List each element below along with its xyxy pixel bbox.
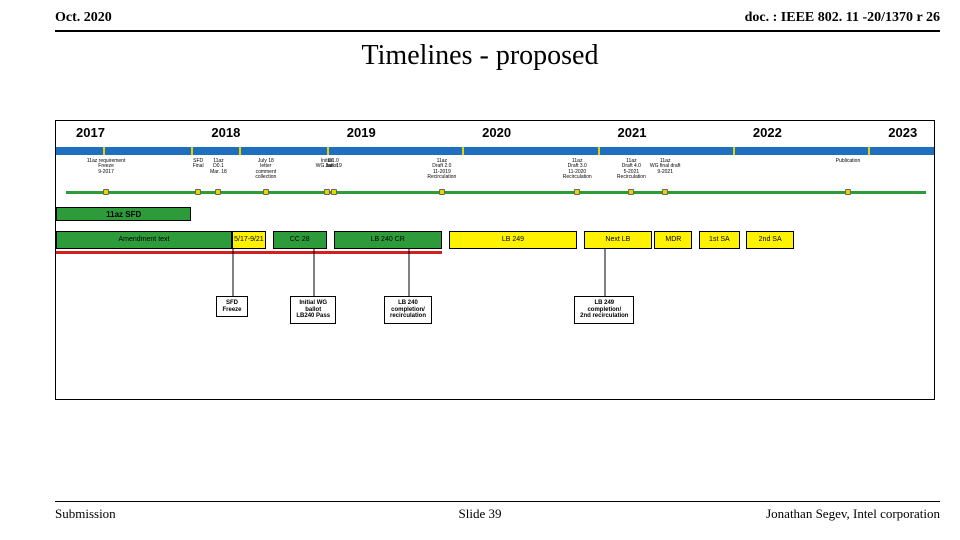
year-tick [868,147,870,155]
milestone-marker [215,189,221,195]
year-label: 2022 [753,125,782,140]
header-rule [55,30,940,32]
phase-row: Amendment text5/17-9/21CC 28LB 240 CRLB … [66,231,924,249]
milestone-label: 11azDraft 2.011-2019Recirculation [414,159,470,180]
year-label: 2018 [211,125,240,140]
header-doc: doc. : IEEE 802. 11 -20/1370 r 26 [745,10,940,26]
milestone-marker [195,189,201,195]
milestone-label: 11azDraft 3.011-2020Recirculation [549,159,605,180]
timeline-chart: 2017 2018 2019 2020 2021 2022 2023 11az requir… [55,120,935,400]
callout-leader [313,249,315,296]
year-tick [191,147,193,155]
year-tick [598,147,600,155]
year-bar [56,147,934,155]
callout: SFDFreeze [197,296,267,317]
milestone-marker [845,189,851,195]
phase-bar: LB 249 [449,231,578,249]
year-label: 2021 [618,125,647,140]
year-tick [103,147,105,155]
footer-rule [55,501,940,502]
phase-bar: Next LB [584,231,652,249]
year-tick [327,147,329,155]
milestone-marker [331,189,337,195]
year-tick [239,147,241,155]
callout: LB 249completion/2nd recirculation [569,296,639,324]
milestone-marker [574,189,580,195]
phase-bar: Amendment text [56,231,232,249]
phase-bar: MDR [654,231,692,249]
header-date: Oct. 2020 [55,10,112,26]
year-label: 2019 [347,125,376,140]
year-label: 2023 [888,125,917,140]
milestone-label: D1.0Jan. 19 [306,159,362,170]
phase-bar: 5/17-9/21 [232,231,266,249]
callout-leader [604,249,606,296]
page-title: Timelines - proposed [0,40,960,72]
milestone-label: 11az requirementFreeze9-2017 [78,159,134,175]
callout-leader [408,249,410,296]
milestone-marker [628,189,634,195]
phase-bar: LB 240 CR [334,231,442,249]
milestone-marker [662,189,668,195]
callout: Initial WGballotLB240 Pass [278,296,348,324]
phase-bar: 2nd SA [746,231,793,249]
milestone-marker [263,189,269,195]
milestone-marker [324,189,330,195]
milestone-label: 11azWG final draft9-2021 [637,159,693,175]
milestone-marker [103,189,109,195]
year-axis: 2017 2018 2019 2020 2021 2022 2023 [56,121,934,153]
year-tick [462,147,464,155]
footer-author: Jonathan Segev, Intel corporation [766,506,940,522]
callout: LB 240completion/recirculation [373,296,443,324]
milestone-marker [439,189,445,195]
year-label: 2017 [76,125,105,140]
sfd-bar: 11az SFD [56,207,191,221]
milestone-label: Publication [820,159,876,164]
year-label: 2020 [482,125,511,140]
year-tick [733,147,735,155]
phase-bar: CC 28 [273,231,327,249]
callout-leader [232,249,234,296]
phase-bar: 1st SA [699,231,740,249]
redline [56,251,442,254]
milestone-label: July 18lettercommentcollection [238,159,294,180]
